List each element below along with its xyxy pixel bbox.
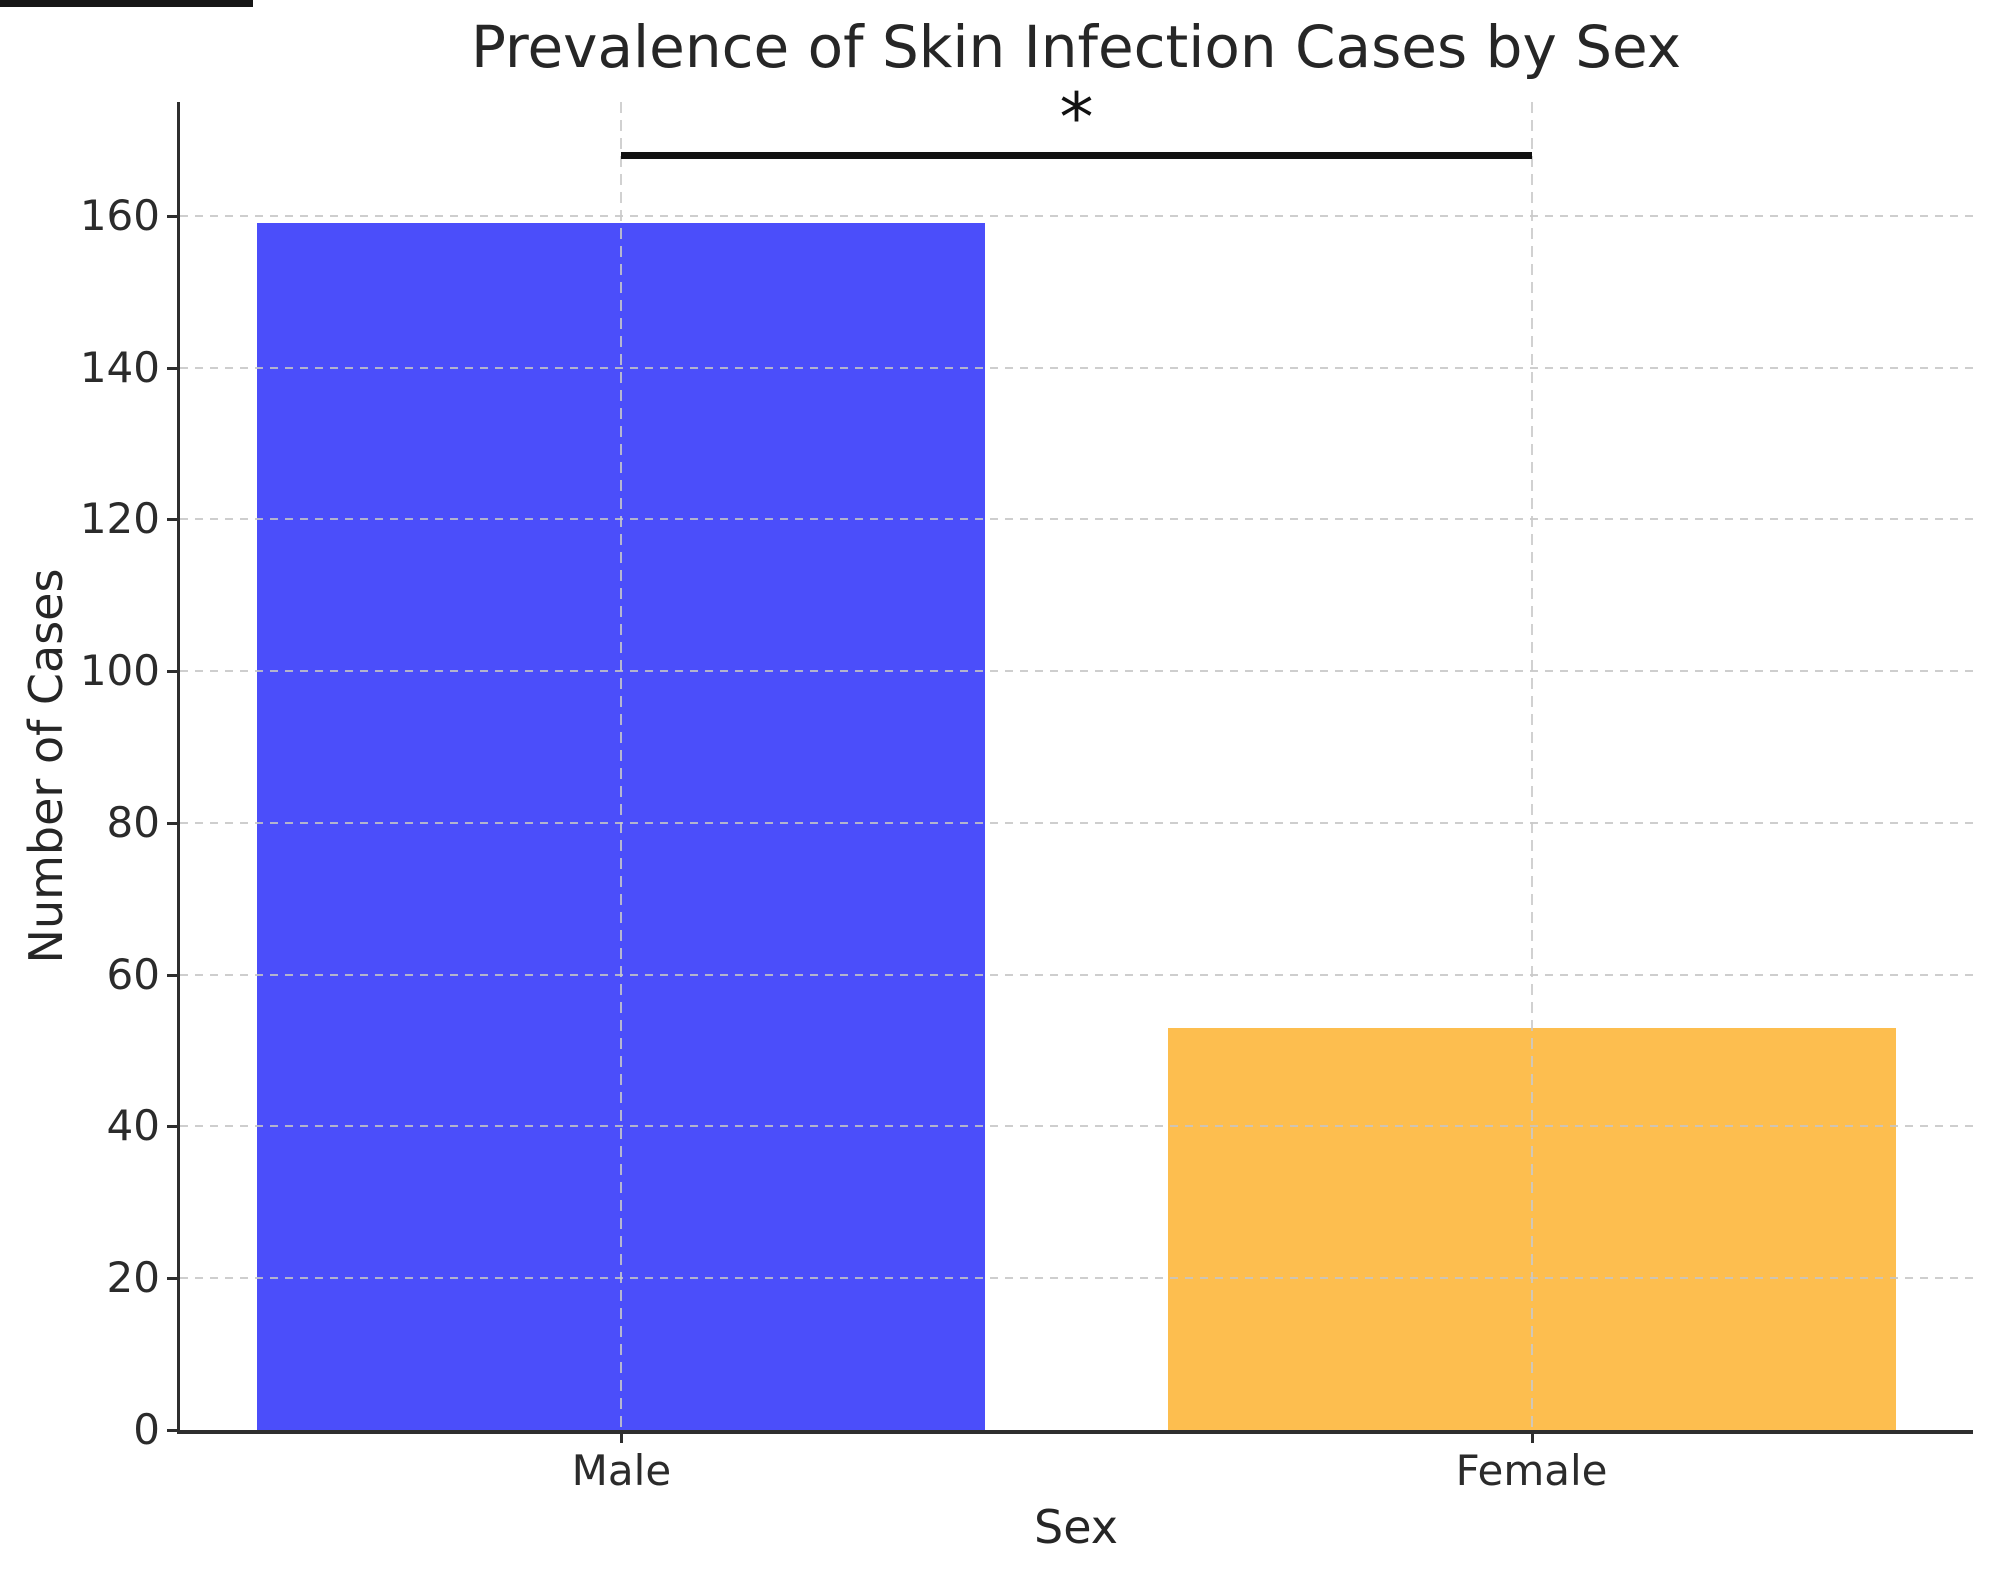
ytick-label-140: 140 (79, 342, 160, 392)
xtick-mark-female (1530, 1430, 1534, 1443)
x-axis-spine (177, 1430, 1973, 1434)
gridline-y-140 (180, 366, 1973, 369)
gridline-y-120 (180, 518, 1973, 521)
gridline-y-100 (180, 670, 1973, 673)
gridline-y-160 (180, 214, 1973, 217)
ytick-label-0: 0 (133, 1405, 160, 1454)
significance-star: * (1059, 79, 1094, 159)
gridline-x-female (1530, 102, 1533, 1430)
xtick-label-female: Female (1455, 1446, 1608, 1495)
ytick-mark-140 (167, 366, 180, 370)
ytick-mark-0 (167, 1429, 180, 1432)
ytick-mark-100 (167, 670, 180, 674)
ytick-mark-60 (167, 973, 180, 977)
ytick-label-120: 120 (79, 494, 160, 544)
xtick-label-male: Male (571, 1446, 672, 1495)
gridline-y-40 (180, 1125, 1973, 1128)
ytick-mark-120 (167, 518, 180, 522)
ytick-label-40: 40 (106, 1101, 160, 1151)
ytick-label-80: 80 (106, 797, 160, 847)
ytick-label-160: 160 (79, 190, 160, 240)
gridline-y-60 (180, 973, 1973, 976)
gridline-x-male (620, 102, 623, 1430)
chart-title: Prevalence of Skin Infection Cases by Se… (470, 13, 1682, 81)
ytick-label-60: 60 (106, 949, 160, 999)
ytick-mark-20 (167, 1277, 180, 1281)
ytick-mark-40 (167, 1125, 180, 1129)
top-edge-artifact (0, 0, 253, 7)
y-axis-spine (177, 102, 180, 1434)
ytick-mark-80 (167, 821, 180, 825)
gridline-y-20 (180, 1277, 1973, 1280)
xtick-mark-male (620, 1430, 624, 1443)
ytick-mark-160 (167, 214, 180, 218)
ytick-label-20: 20 (106, 1253, 160, 1303)
significance-line (621, 152, 1532, 160)
ytick-label-100: 100 (79, 646, 160, 696)
x-axis-label: Sex (1034, 1500, 1118, 1554)
gridline-y-80 (180, 821, 1973, 824)
